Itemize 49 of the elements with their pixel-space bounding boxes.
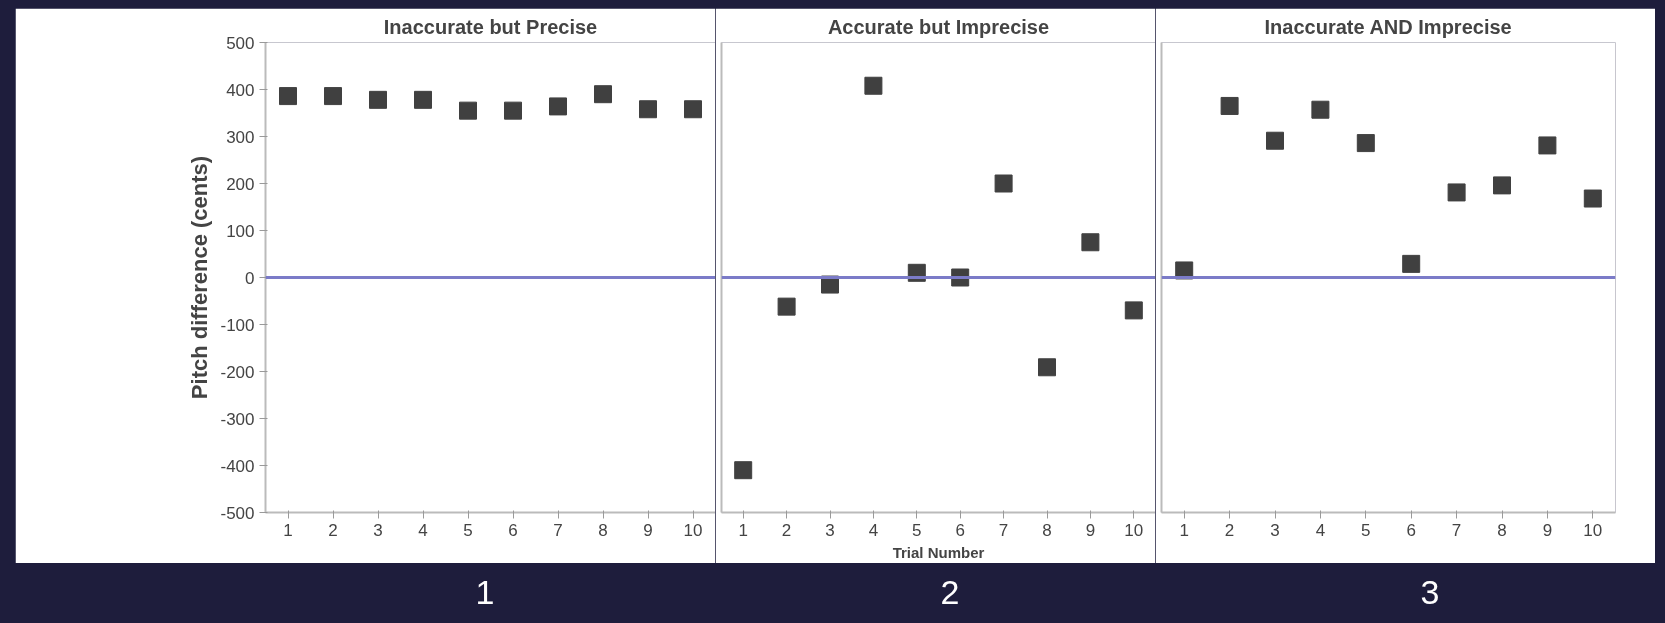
- x-tick-label: 10: [683, 520, 703, 540]
- x-tick-label: 10: [1583, 520, 1603, 540]
- x-tick-label: 1: [738, 520, 748, 540]
- x-tick-label: 5: [1361, 520, 1371, 540]
- x-tick-label: 7: [553, 520, 563, 540]
- x-tick-label: 2: [328, 520, 338, 540]
- chart-title: Inaccurate but Precise: [383, 15, 598, 38]
- y-tick-label: 100: [226, 221, 255, 241]
- x-tick-label: 1: [1179, 520, 1189, 540]
- chart-title: Inaccurate AND Imprecise: [1264, 15, 1512, 38]
- x-tick-label: 9: [1542, 520, 1553, 540]
- y-tick-label: -400: [220, 456, 255, 476]
- x-tick-label: 8: [1042, 520, 1052, 540]
- x-tick-label: 6: [1406, 520, 1416, 540]
- y-tick-label: 300: [226, 127, 255, 147]
- x-tick-label: 2: [1224, 520, 1235, 540]
- y-tick-label: -100: [220, 315, 255, 335]
- x-tick-label: 5: [463, 520, 473, 540]
- x-tick-label: 10: [1124, 520, 1144, 540]
- chart-title: Accurate but Imprecise: [827, 15, 1050, 38]
- text: 3: [1420, 572, 1440, 613]
- x-tick-label: 7: [998, 520, 1009, 540]
- x-tick-label: 4: [1315, 520, 1326, 540]
- y-tick-label: -300: [220, 409, 255, 429]
- x-tick-label: 4: [868, 520, 879, 540]
- x-tick-label: 3: [1270, 520, 1280, 540]
- y-tick-label: 400: [226, 80, 255, 100]
- x-tick-label: 8: [598, 520, 608, 540]
- text: 2: [940, 572, 960, 613]
- x-tick-label: 5: [912, 520, 922, 540]
- y-tick-label: 500: [226, 33, 255, 53]
- text: 1: [475, 572, 495, 613]
- x-tick-label: 7: [1451, 520, 1462, 540]
- y-axis-title: Pitch difference (cents): [187, 155, 213, 400]
- x-axis-title: Trial Number: [892, 543, 985, 561]
- x-tick-label: 3: [825, 520, 835, 540]
- x-tick-label: 8: [1497, 520, 1507, 540]
- x-tick-label: 6: [508, 520, 518, 540]
- y-tick-label: -500: [220, 503, 255, 523]
- x-tick-label: 3: [373, 520, 383, 540]
- x-tick-label: 9: [1085, 520, 1096, 540]
- y-tick-label: 0: [245, 268, 255, 288]
- y-tick-label: 200: [226, 174, 255, 194]
- x-tick-label: 4: [418, 520, 428, 540]
- x-tick-label: 2: [781, 520, 792, 540]
- x-tick-label: 6: [955, 520, 965, 540]
- y-tick-label: -200: [220, 362, 255, 382]
- x-tick-label: 9: [643, 520, 653, 540]
- x-tick-label: 1: [283, 520, 293, 540]
